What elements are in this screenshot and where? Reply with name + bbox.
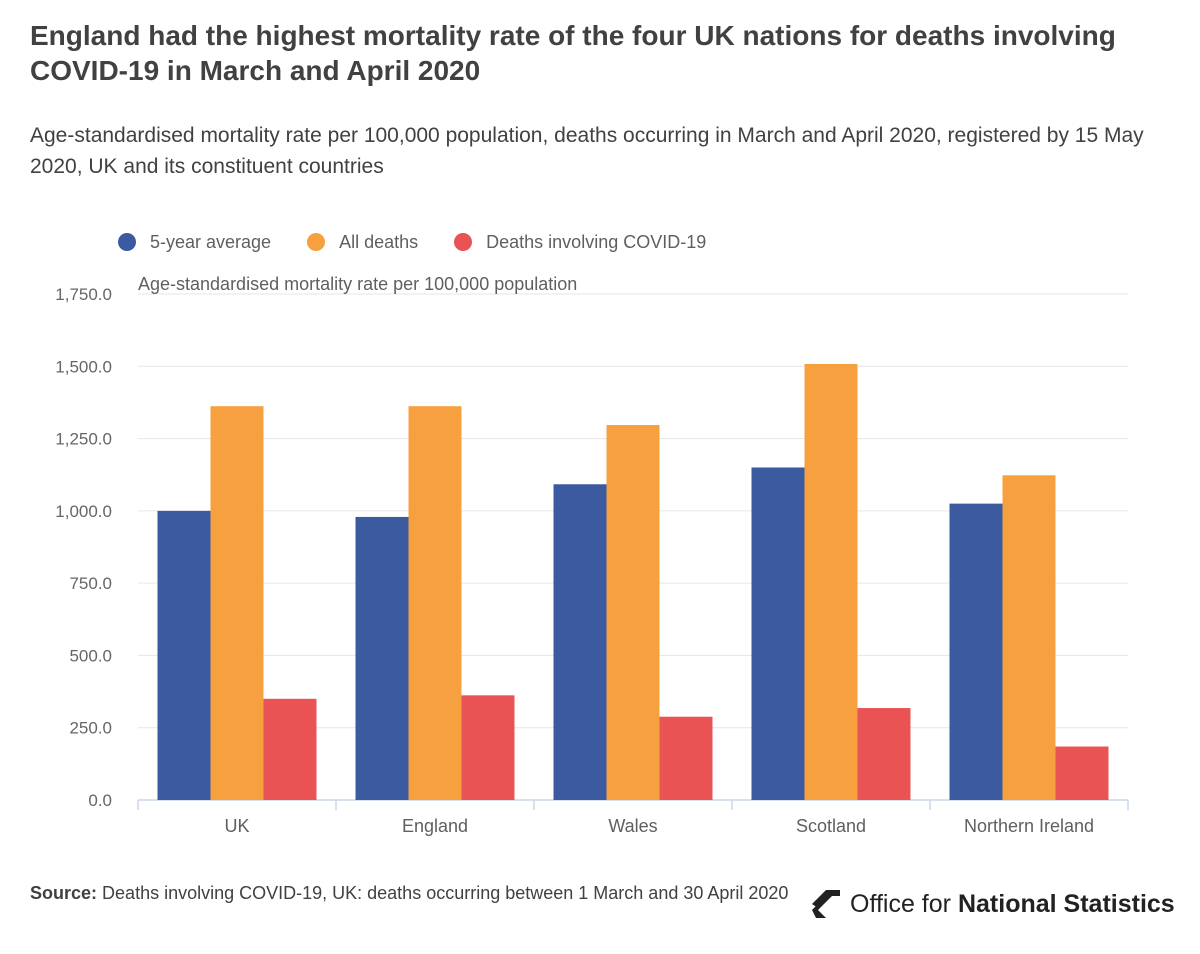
y-tick-label: 1,500.0 [55, 357, 112, 376]
y-tick-label: 500.0 [69, 646, 112, 665]
bar [157, 510, 211, 800]
legend-label: 5-year average [150, 231, 272, 252]
ons-logo[interactable]: Office for National Statistics [810, 886, 1175, 922]
bar [949, 503, 1003, 800]
bar [659, 716, 713, 800]
bar [461, 695, 515, 800]
x-tick-label: Scotland [796, 816, 866, 836]
legend-item-all-deaths[interactable]: All deaths [307, 232, 418, 253]
chart-title: England had the highest mortality rate o… [30, 20, 1116, 86]
x-tick-label: UK [224, 816, 249, 836]
bar [804, 363, 858, 800]
logo-text-bold: National Statistics [957, 889, 1175, 918]
legend-label: All deaths [339, 231, 419, 252]
legend-swatch-5-year-average [118, 233, 136, 251]
x-tick-label: Northern Ireland [964, 816, 1094, 836]
legend-swatch-all-deaths [307, 233, 326, 251]
y-tick-label: 1,000.0 [55, 502, 112, 521]
legend-label: Deaths involving COVID-19 [486, 231, 707, 252]
x-tick-label: Wales [608, 816, 657, 836]
source-text: Deaths involving COVID-19, UK: deaths oc… [102, 883, 789, 903]
bar [857, 708, 911, 800]
y-tick-label: 750.0 [69, 574, 112, 593]
logo-text-regular: Office for [850, 889, 951, 918]
bar [1002, 475, 1056, 800]
bar [408, 406, 462, 800]
y-axis-title: Age-standardised mortality rate per 100,… [138, 274, 577, 294]
legend-item-deaths-involving-covid-19[interactable]: Deaths involving COVID-19 [454, 232, 706, 253]
legend-swatch-deaths-involving-covid-19 [454, 233, 473, 251]
y-tick-label: 0.0 [88, 791, 112, 810]
bar [606, 424, 660, 800]
bar [263, 698, 317, 800]
x-tick-label: England [402, 816, 468, 836]
y-tick-label: 250.0 [69, 719, 112, 738]
y-tick-label: 1,750.0 [55, 285, 112, 304]
y-tick-label: 1,250.0 [55, 430, 112, 449]
bar [751, 467, 805, 800]
bar [1055, 746, 1109, 800]
chart-subtitle: Age-standardised mortality rate per 100,… [30, 124, 1144, 178]
bar-chart: 0.0 250.0 500.0 750.0 1,000.0 1,250.0 1,500.0 1… [55, 274, 1129, 836]
source-note: Source: Deaths involving COVID-19, UK: d… [30, 880, 790, 907]
bar [553, 484, 607, 800]
ons-logo-icon [812, 890, 840, 918]
bar [355, 516, 409, 800]
source-label: Source: [30, 883, 98, 903]
legend-item-5-year-average[interactable]: 5-year average [118, 232, 271, 253]
legend: 5-year average All deaths Deaths involvi… [118, 228, 742, 256]
bar [210, 406, 264, 800]
